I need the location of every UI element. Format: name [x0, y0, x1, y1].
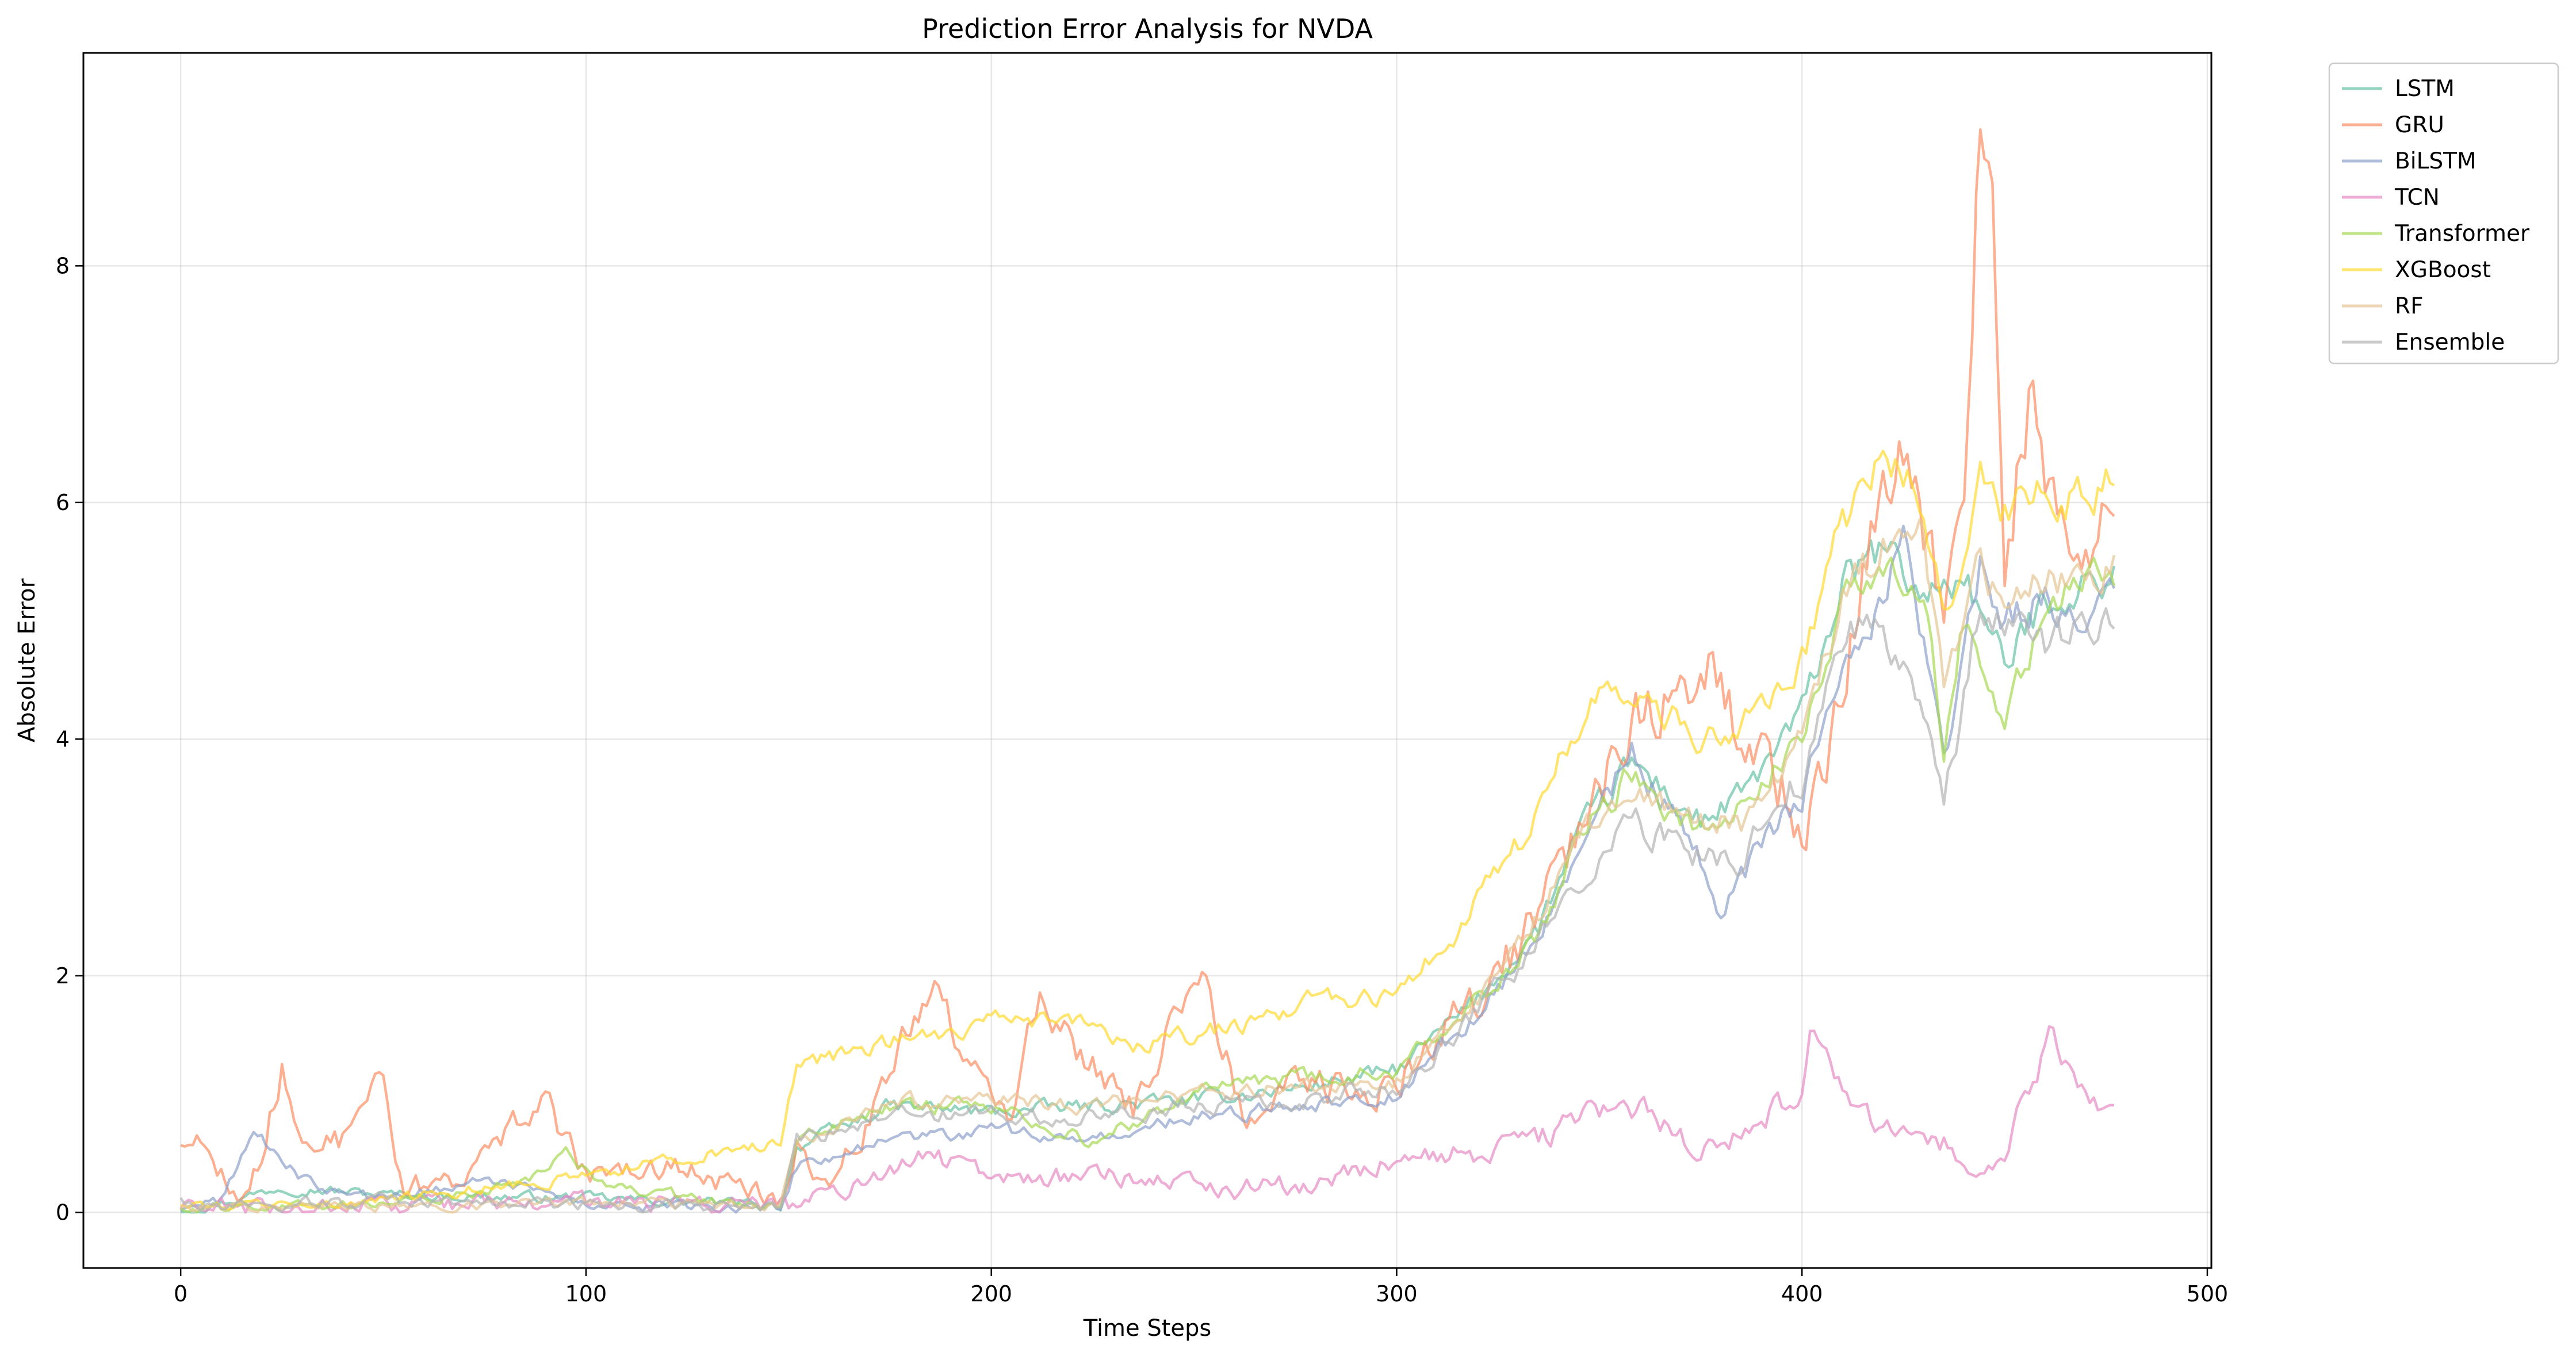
legend-label: GRU — [2395, 112, 2444, 138]
legend-label: BiLSTM — [2395, 148, 2477, 174]
series-line-xgboost — [180, 449, 2115, 1211]
series-line-transformer — [179, 556, 2116, 1214]
x-tick-label: 500 — [2187, 1281, 2229, 1307]
y-tick-label: 4 — [56, 726, 70, 752]
series-line-ensemble — [179, 607, 2115, 1214]
series-line-gru — [180, 128, 2115, 1206]
legend-label: TCN — [2394, 185, 2440, 210]
series-lines — [179, 128, 2116, 1214]
x-tick-label: 400 — [1781, 1281, 1823, 1307]
series-line-bilstm — [179, 524, 2115, 1214]
chart-title: Prediction Error Analysis for NVDA — [922, 13, 1373, 44]
x-tick-label: 100 — [565, 1281, 607, 1307]
legend-label: RF — [2395, 293, 2424, 319]
y-axis-label: Absolute Error — [14, 578, 40, 742]
series-line-lstm — [181, 539, 2116, 1214]
y-tick-label: 8 — [56, 253, 70, 278]
x-tick-label: 0 — [174, 1281, 187, 1307]
y-tick-label: 0 — [56, 1200, 70, 1225]
legend-box — [2328, 62, 2559, 365]
legend-label: Transformer — [2394, 221, 2530, 247]
chart-legend: LSTM GRU BiLSTM TCN Transformer XGBoost RF Ense… — [2328, 62, 2559, 365]
legend-label: LSTM — [2395, 76, 2455, 102]
legend-label: Ensemble — [2395, 330, 2505, 355]
x-axis-label: Time Steps — [1083, 1315, 1212, 1342]
grid-lines — [83, 53, 2211, 1268]
x-tick-label: 200 — [970, 1281, 1012, 1307]
y-tick-label: 6 — [56, 490, 70, 515]
plot-frame — [82, 52, 2213, 1269]
legend-label: XGBoost — [2395, 257, 2491, 283]
axis-ticks: 0 100 200 300 400 500 0 2 4 6 8 — [56, 253, 2228, 1307]
y-tick-label: 2 — [56, 963, 70, 989]
series-line-rf — [180, 518, 2116, 1214]
x-tick-label: 300 — [1376, 1281, 1418, 1307]
